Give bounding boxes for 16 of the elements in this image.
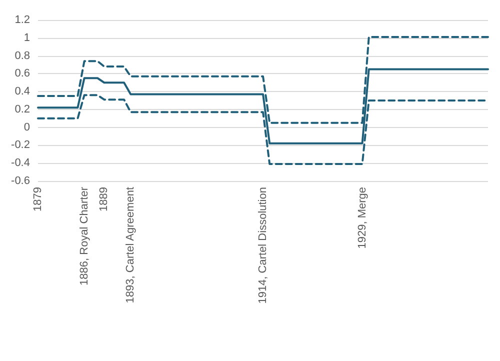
x-tick-label: 1879 <box>32 187 44 212</box>
y-tick-label: 0 <box>24 121 30 134</box>
x-tick-label: 1929, Merge <box>356 187 368 249</box>
y-tick-label: 0.6 <box>14 68 30 80</box>
y-tick-label: 0.2 <box>14 103 30 116</box>
x-tick-label: 1889 <box>98 187 110 212</box>
y-tick-label: 0.4 <box>14 86 30 98</box>
y-tick-label: -0.4 <box>11 157 30 170</box>
y-tick-label: 1.2 <box>14 14 30 26</box>
x-tick-label: 1893, Cartel Agreement <box>124 187 137 304</box>
x-tick-label: 1914, Cartel Dissolution <box>257 187 269 304</box>
y-tick-label: 1 <box>24 32 30 44</box>
y-tick-label: -0.6 <box>11 175 30 187</box>
x-tick-label: 1886, Royal Charter <box>78 186 90 286</box>
y-tick-label: 0.8 <box>14 50 30 62</box>
y-tick-label: -0.2 <box>11 139 30 152</box>
